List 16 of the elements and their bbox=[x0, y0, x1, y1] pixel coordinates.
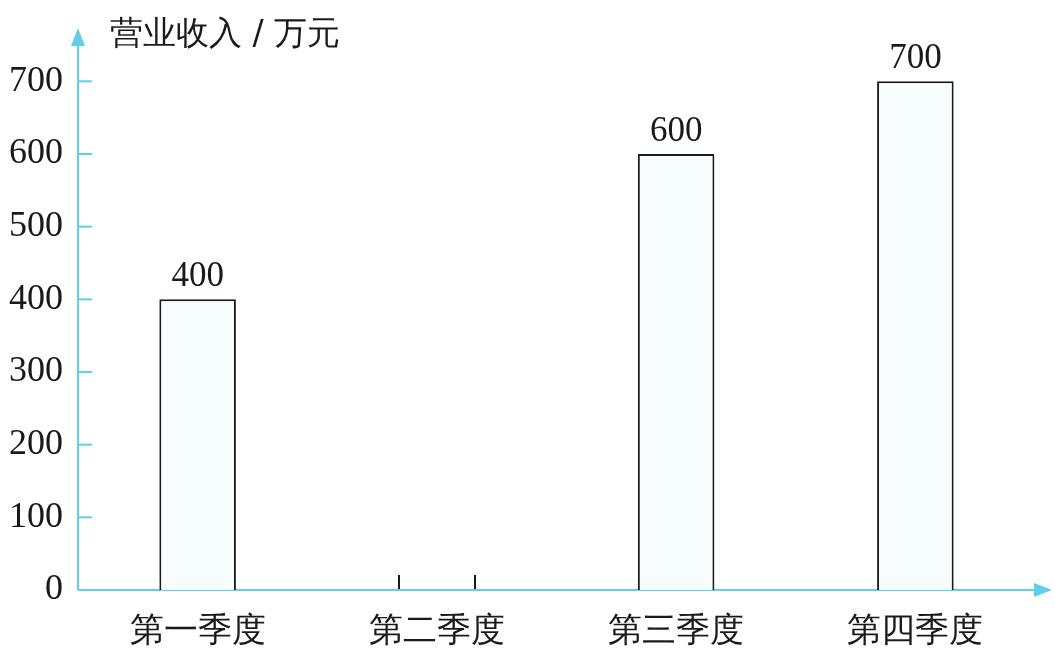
y-tick-label: 700 bbox=[9, 58, 63, 99]
y-tick-label: 500 bbox=[9, 204, 63, 245]
y-tick-label: 400 bbox=[9, 276, 63, 317]
x-tick-label: 第四季度 bbox=[847, 609, 984, 650]
y-tick-label: 600 bbox=[9, 131, 63, 172]
data-label: 400 bbox=[171, 255, 224, 295]
data-label: 700 bbox=[889, 37, 942, 77]
y-tick-label: 100 bbox=[9, 494, 63, 535]
x-tick-label: 第三季度 bbox=[608, 609, 745, 650]
y-tick-label: 0 bbox=[45, 567, 63, 608]
y-tick-label: 200 bbox=[9, 422, 63, 463]
x-tick-label: 第二季度 bbox=[368, 609, 505, 650]
y-tick-label: 300 bbox=[9, 349, 63, 390]
data-label: 600 bbox=[649, 109, 703, 149]
x-tick-label: 第一季度 bbox=[129, 609, 266, 650]
y-axis-title: 营业收入 / 万元 bbox=[110, 12, 341, 52]
